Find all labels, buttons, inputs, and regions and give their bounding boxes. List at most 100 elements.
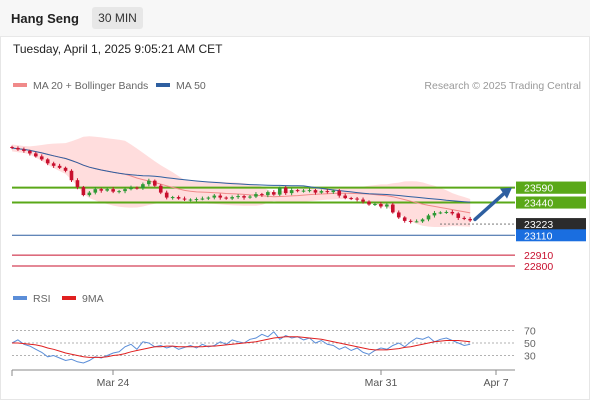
candle-body <box>402 217 407 221</box>
candle-body <box>230 197 234 199</box>
candle-body <box>147 180 151 185</box>
level-label-22800: 22800 <box>524 261 553 273</box>
candle-body <box>438 212 443 214</box>
candle-body <box>10 146 14 148</box>
level-label-bg <box>516 181 586 194</box>
legend-label: MA 20 + Bollinger Bands <box>33 80 149 92</box>
candle-body <box>39 156 44 160</box>
candle-body <box>426 215 431 220</box>
candle-body <box>254 194 258 197</box>
candle-body <box>414 221 419 223</box>
level-label-bg <box>516 229 586 242</box>
level-label-23590: 23590 <box>516 181 586 195</box>
ma9-swatch <box>62 296 76 301</box>
legend-ma20-bollinger: MA 20 + Bollinger Bands <box>13 80 148 92</box>
candle-body <box>153 180 157 186</box>
candle-body <box>105 189 109 191</box>
candle-body <box>373 204 377 206</box>
candle-body <box>170 197 175 199</box>
candle-body <box>99 189 104 191</box>
candle-body <box>248 196 252 198</box>
level-value: 23223 <box>524 219 553 231</box>
bollinger-band <box>12 136 471 227</box>
candle-body <box>224 197 228 199</box>
candle-body <box>313 190 318 193</box>
candle-body <box>188 199 193 201</box>
chart-header: Hang Seng 30 MIN <box>0 0 590 37</box>
candle-body <box>45 159 50 164</box>
level-label-22910: 22910 <box>524 250 553 262</box>
candle-body <box>337 190 342 196</box>
level-label-bg <box>516 218 586 231</box>
rsi-tick-label: 70 <box>524 326 536 338</box>
rsi-swatch <box>13 296 27 301</box>
candle-body <box>277 187 282 195</box>
candle-body <box>176 197 181 199</box>
level-value: 22910 <box>524 250 553 262</box>
candle-body <box>135 187 139 189</box>
candle-body <box>289 190 294 194</box>
timestamp: Tuesday, April 1, 2025 9:05:21 AM CET <box>13 42 223 56</box>
level-value: 22800 <box>524 261 553 273</box>
level-value: 23590 <box>524 183 553 195</box>
candle-body <box>379 204 383 207</box>
candle-body <box>164 192 169 198</box>
candle-body <box>129 187 133 190</box>
candle-body <box>408 220 413 222</box>
forecast-arrow <box>473 189 508 222</box>
legend-ma50: MA 50 <box>156 80 206 92</box>
candle-body <box>450 211 455 214</box>
legend-label: MA 50 <box>176 80 206 92</box>
candle-body <box>75 180 80 188</box>
candle-body <box>396 212 401 218</box>
ma50-line <box>11 147 471 203</box>
candle-body <box>444 211 449 213</box>
candle-body <box>111 189 115 192</box>
candle-body <box>69 170 74 181</box>
candle-body <box>16 147 20 150</box>
candle-body <box>212 195 217 198</box>
candle-body <box>123 189 127 192</box>
candle-body <box>349 198 353 200</box>
candle-body <box>28 150 32 154</box>
candle-body <box>206 197 211 199</box>
candle-body <box>141 184 145 189</box>
candle-body <box>325 191 330 193</box>
candle-body <box>319 191 324 193</box>
candle-body <box>200 198 205 200</box>
candle-body <box>420 219 425 222</box>
legend-label: 9MA <box>82 293 104 305</box>
candle-body <box>301 190 306 192</box>
level-label-23110: 23110 <box>516 229 586 242</box>
candle-body <box>361 199 365 202</box>
candle-body <box>468 218 472 221</box>
level-label-23440: 23440 <box>516 196 586 210</box>
legend-rsi: RSI <box>13 293 51 305</box>
rsi-line <box>11 331 471 364</box>
candle-body <box>194 199 199 201</box>
candle-body <box>432 212 437 216</box>
candle-body <box>260 194 264 196</box>
legend-label: RSI <box>33 293 51 305</box>
candle-body <box>93 189 98 193</box>
candle-body <box>158 185 163 193</box>
ma50-swatch <box>156 83 170 88</box>
ma20-swatch <box>13 83 27 88</box>
candle-body <box>57 165 62 168</box>
research-credit: Research © 2025 Trading Central <box>424 80 581 92</box>
interval-button[interactable]: 30 MIN <box>92 7 143 29</box>
candle-body <box>81 187 86 196</box>
legend-9ma: 9MA <box>62 293 104 305</box>
rsi-tick-label: 30 <box>524 351 536 363</box>
candle-body <box>391 204 395 213</box>
candle-body <box>343 195 347 199</box>
rsi-tick-label: 50 <box>524 338 536 350</box>
candle-body <box>266 192 270 196</box>
level-value: 23110 <box>524 230 553 242</box>
level-label-23223: 23223 <box>516 218 586 231</box>
candle-body <box>63 167 68 171</box>
candle-body <box>355 198 359 200</box>
rsi-9ma-line <box>12 336 471 358</box>
candle-body <box>242 196 246 198</box>
